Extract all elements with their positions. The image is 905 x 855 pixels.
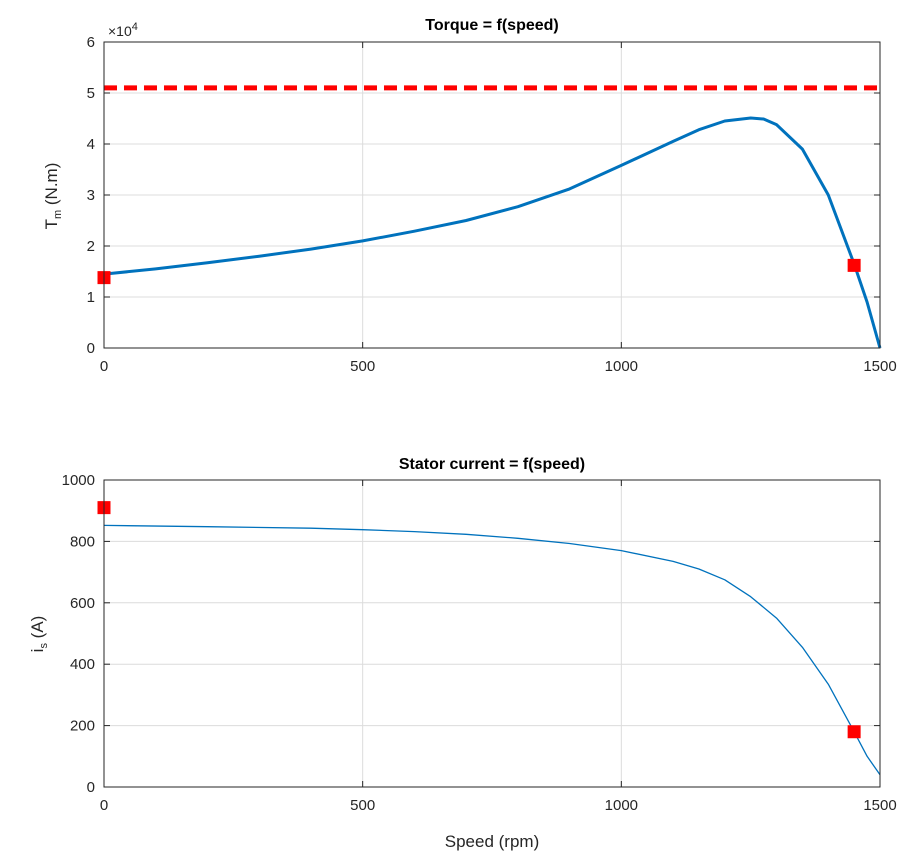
torque-plot-area: 0 500 1000 1500 0 1 2 3 4 5 6 xyxy=(87,34,897,375)
current-y-tick-label: 600 xyxy=(70,595,95,612)
torque-x-tick-label: 1500 xyxy=(863,358,896,375)
current-plot-area: 0 500 1000 1500 0 200 400 600 800 1000 xyxy=(62,472,897,814)
current-y-axis-label: is (A) xyxy=(28,616,50,653)
torque-marker-point xyxy=(847,258,861,272)
stator-current-axes: 0 500 1000 1500 0 200 400 600 800 1000 Stator cur… xyxy=(28,456,897,851)
current-plot-background xyxy=(104,480,880,787)
torque-y-tick-label: 4 xyxy=(87,136,95,153)
torque-y-tick-label: 2 xyxy=(87,238,95,255)
current-marker-point xyxy=(847,725,861,739)
current-chart-title: Stator current = f(speed) xyxy=(399,456,585,473)
current-y-tick-label: 1000 xyxy=(62,472,95,489)
current-x-tick-label: 500 xyxy=(350,797,375,814)
torque-y-tick-label: 0 xyxy=(87,340,95,357)
current-x-axis-label: Speed (rpm) xyxy=(445,832,539,851)
current-y-tick-label: 0 xyxy=(87,779,95,796)
current-x-tick-label: 0 xyxy=(100,797,108,814)
current-x-tick-label: 1500 xyxy=(863,797,896,814)
current-series-line xyxy=(103,524,881,776)
torque-x-tick-label: 1000 xyxy=(605,358,638,375)
torque-axes: 0 500 1000 1500 0 1 2 3 4 5 6 Torque = f(speed) ×1… xyxy=(42,17,897,375)
torque-y-tick-label: 3 xyxy=(87,187,95,204)
current-x-tick-label: 1000 xyxy=(605,797,638,814)
current-y-tick-label: 400 xyxy=(70,656,95,673)
torque-x-tick-label: 0 xyxy=(100,358,108,375)
torque-y-axis-label: Tm (N.m) xyxy=(42,163,64,230)
current-y-tick-label: 800 xyxy=(70,533,95,550)
current-axes-box xyxy=(103,479,881,788)
torque-y-tick-label: 6 xyxy=(87,34,95,51)
torque-y-tick-label: 5 xyxy=(87,85,95,102)
torque-series-line xyxy=(103,116,882,349)
torque-y-exponent: ×104 xyxy=(108,21,138,39)
torque-x-tick-label: 500 xyxy=(350,358,375,375)
current-y-tick-label: 200 xyxy=(70,718,95,735)
torque-chart-title: Torque = f(speed) xyxy=(425,17,559,34)
torque-y-tick-label: 1 xyxy=(87,289,95,306)
